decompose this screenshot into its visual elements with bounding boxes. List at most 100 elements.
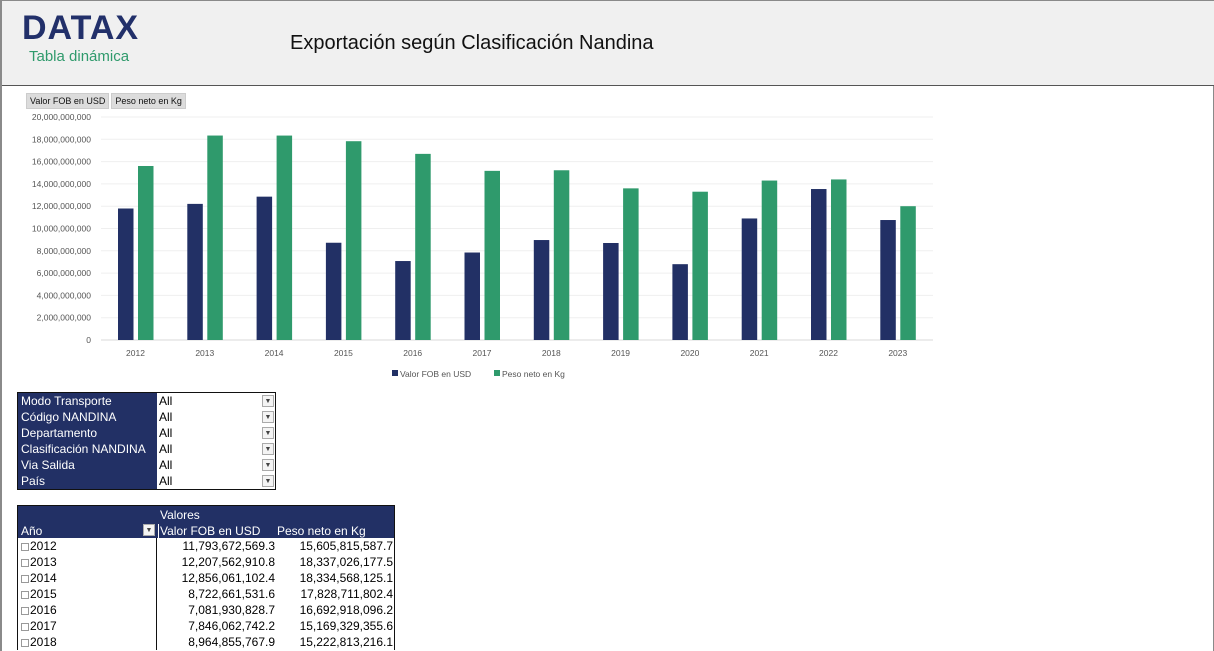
field-button-fob[interactable]: Valor FOB en USD [26, 93, 110, 109]
legend-label: Valor FOB en USD [400, 369, 471, 379]
x-tick-label: 2021 [750, 348, 769, 358]
pivot-table: Valores Año ▼ Valor FOB en USD Peso neto… [17, 505, 395, 650]
filter-selected: All [159, 410, 173, 424]
filter-value[interactable]: All ▼ [157, 473, 275, 489]
expand-icon[interactable] [21, 543, 29, 551]
bar-kg [345, 141, 362, 340]
y-tick-label: 20,000,000,000 [32, 112, 91, 122]
bar-kg [553, 170, 570, 340]
chevron-down-icon[interactable]: ▼ [262, 443, 274, 455]
filter-value[interactable]: All ▼ [157, 441, 275, 457]
table-row: 2013 12,207,562,910.8 18,337,026,177.5 [18, 554, 394, 570]
bar-chart: 0 2,000,000,000 4,000,000,000 6,000,000,000… [32, 112, 933, 379]
page-title: Exportación según Clasificación Nandina [290, 32, 654, 54]
bar-fob [187, 203, 203, 340]
row-filter-dropdown[interactable]: ▼ [143, 524, 155, 536]
filter-label: Departamento [21, 426, 98, 440]
expand-icon[interactable] [21, 639, 29, 647]
expand-icon[interactable] [21, 575, 29, 583]
y-tick-label: 4,000,000,000 [37, 290, 92, 300]
fob-cell: 11,793,672,569.3 [182, 539, 275, 553]
bar-fob [533, 240, 550, 340]
filter-label: Clasificación NANDINA [21, 442, 146, 456]
x-tick-label: 2013 [195, 348, 214, 358]
kg-cell: 16,692,918,096.2 [299, 603, 393, 617]
chevron-down-icon[interactable]: ▼ [262, 411, 274, 423]
filter-value[interactable]: All ▼ [157, 409, 275, 425]
x-tick-label: 2023 [888, 348, 907, 358]
filter-row: Departamento All ▼ [18, 425, 275, 441]
filter-value[interactable]: All ▼ [157, 393, 275, 409]
chevron-down-icon[interactable]: ▼ [262, 395, 274, 407]
filter-label: Código NANDINA [21, 410, 117, 424]
fob-cell: 12,856,061,102.4 [181, 571, 275, 585]
year-cell: 2014 [30, 571, 57, 585]
filter-value[interactable]: All ▼ [157, 457, 275, 473]
pivot-header: Valores Año ▼ Valor FOB en USD Peso neto… [18, 506, 394, 538]
expand-icon[interactable] [21, 559, 29, 567]
y-tick-label: 12,000,000,000 [32, 201, 91, 211]
filter-selected: All [159, 394, 173, 408]
year-cell: 2013 [30, 555, 57, 569]
bar-fob [395, 261, 411, 340]
row-header: Año [21, 524, 43, 538]
filter-selected: All [159, 426, 173, 440]
bar-fob [256, 196, 273, 340]
field-button-kg[interactable]: Peso neto en Kg [111, 93, 186, 109]
kg-cell: 15,222,813,216.1 [299, 635, 393, 649]
bar-fob [741, 218, 758, 340]
expand-icon[interactable] [21, 591, 29, 599]
filter-label: País [21, 474, 46, 488]
year-cell: 2016 [30, 603, 57, 617]
table-row: 2015 8,722,661,531.6 17,828,711,802.4 [18, 586, 394, 602]
bar-fob [464, 252, 480, 340]
chevron-down-icon[interactable]: ▼ [262, 459, 274, 471]
y-tick-label: 0 [86, 335, 91, 345]
year-cell: 2017 [30, 619, 57, 633]
bar-fob [603, 242, 619, 340]
filter-value[interactable]: All ▼ [157, 425, 275, 441]
bar-kg [692, 191, 708, 340]
fob-cell: 8,964,855,767.9 [188, 635, 275, 649]
expand-icon[interactable] [21, 607, 29, 615]
filter-label: Via Salida [21, 458, 75, 472]
filter-row: Clasificación NANDINA All ▼ [18, 441, 275, 457]
chevron-down-icon[interactable]: ▼ [262, 427, 274, 439]
bar-kg [484, 170, 500, 340]
col-header-kg: Peso neto en Kg [277, 524, 366, 538]
fob-cell: 7,846,062,742.2 [188, 619, 275, 633]
bar-fob [672, 264, 688, 340]
year-cell: 2018 [30, 635, 57, 649]
filter-selected: All [159, 474, 173, 488]
x-tick-label: 2016 [403, 348, 422, 358]
filter-row: País All ▼ [18, 473, 275, 489]
bar-fob [880, 220, 896, 340]
filter-row: Via Salida All ▼ [18, 457, 275, 473]
filter-panel: Modo Transporte All ▼ Código NANDINA All ▼ Dep… [17, 392, 276, 490]
filter-row: Código NANDINA All ▼ [18, 409, 275, 425]
bar-kg [900, 206, 916, 340]
y-tick-label: 2,000,000,000 [37, 313, 92, 323]
y-tick-label: 6,000,000,000 [37, 268, 92, 278]
year-cell: 2012 [30, 539, 57, 553]
legend-label: Peso neto en Kg [502, 369, 565, 379]
table-row: 2012 11,793,672,569.3 15,605,815,587.7 [18, 538, 394, 554]
filter-selected: All [159, 442, 173, 456]
x-tick-label: 2022 [819, 348, 838, 358]
bar-kg [276, 135, 293, 340]
table-row: 2014 12,856,061,102.4 18,334,568,125.1 [18, 570, 394, 586]
year-cell: 2015 [30, 587, 57, 601]
x-tick-label: 2018 [542, 348, 561, 358]
filter-selected: All [159, 458, 173, 472]
bar-kg [138, 165, 154, 340]
chevron-down-icon[interactable]: ▼ [262, 475, 274, 487]
subtitle: Tabla dinámica [29, 48, 130, 65]
bar-kg [207, 135, 223, 340]
table-row: 2018 8,964,855,767.9 15,222,813,216.1 [18, 634, 394, 650]
kg-cell: 18,337,026,177.5 [299, 555, 393, 569]
fob-cell: 8,722,661,531.6 [188, 587, 275, 601]
fob-cell: 12,207,562,910.8 [181, 555, 275, 569]
datax-logo: DATAX [22, 9, 140, 47]
bar-fob [811, 189, 827, 340]
expand-icon[interactable] [21, 623, 29, 631]
